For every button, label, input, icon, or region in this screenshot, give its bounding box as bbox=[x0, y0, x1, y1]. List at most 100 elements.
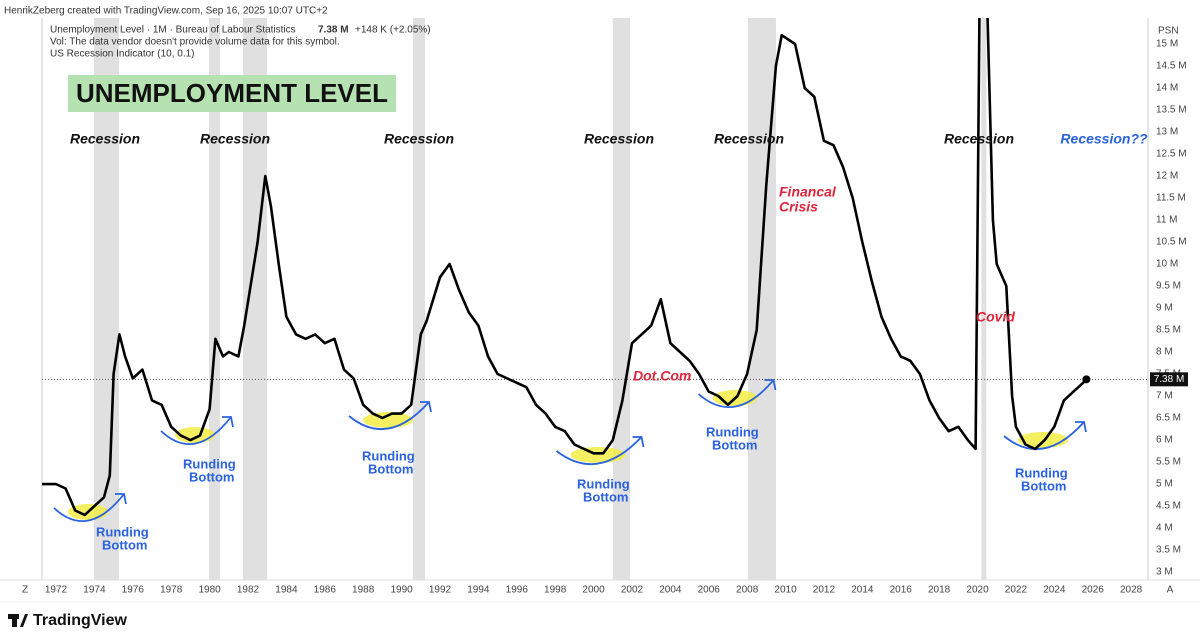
y-tick-label: 3 M bbox=[1156, 567, 1173, 578]
y-tick-label: 6.5 M bbox=[1156, 413, 1181, 424]
y-tick-label: 14 M bbox=[1156, 83, 1178, 94]
arrow-curve bbox=[53, 493, 125, 523]
x-tick-label: 1974 bbox=[83, 585, 106, 596]
bottom-label: Runding bbox=[96, 524, 149, 539]
last-point bbox=[1082, 375, 1091, 384]
y-tick-label: 9.5 M bbox=[1156, 281, 1181, 292]
y-tick-label: 4 M bbox=[1156, 523, 1173, 534]
x-tick-label: 2010 bbox=[774, 585, 797, 596]
bottom-label: Bottom bbox=[712, 437, 758, 452]
last-value: 7.38 M bbox=[318, 25, 349, 36]
recession-label: Recession bbox=[584, 131, 654, 147]
x-tick-label: 1990 bbox=[390, 585, 413, 596]
auto-button[interactable]: A bbox=[1167, 585, 1174, 596]
y-tick-label: 8.5 M bbox=[1156, 325, 1181, 336]
y-tick-label: 7 M bbox=[1156, 391, 1173, 402]
y-tick-label: 3.5 M bbox=[1156, 545, 1181, 556]
arrow-head bbox=[420, 401, 432, 413]
x-tick-label: 2002 bbox=[621, 585, 644, 596]
recession-label: Recession bbox=[384, 131, 454, 147]
y-tick-label: 4.5 M bbox=[1156, 501, 1181, 512]
y-tick-label: 14.5 M bbox=[1156, 61, 1187, 72]
recession-band bbox=[209, 18, 220, 580]
bottom-label: Bottom bbox=[1021, 478, 1067, 493]
y-tick-label: 5.5 M bbox=[1156, 457, 1181, 468]
arrow-curve bbox=[348, 401, 430, 430]
y-tick-label: 15 M bbox=[1156, 39, 1178, 50]
series-line bbox=[42, 18, 1088, 517]
arrow-head bbox=[632, 436, 645, 448]
x-tick-label: 1996 bbox=[506, 585, 529, 596]
event-label: Financal bbox=[779, 184, 837, 200]
x-tick-label: 1980 bbox=[198, 585, 221, 596]
brand-logo bbox=[8, 614, 28, 627]
y-tick-label: 11 M bbox=[1156, 215, 1178, 226]
recession-band bbox=[412, 18, 426, 580]
bottom-label: Bottom bbox=[583, 489, 629, 504]
recession-band bbox=[981, 18, 987, 580]
y-tick-label: 11.5 M bbox=[1156, 193, 1186, 204]
recession-label: Recession bbox=[70, 131, 140, 147]
arrow-curve bbox=[555, 436, 643, 465]
zoom-button[interactable]: Z bbox=[22, 585, 28, 596]
y-tick-label: 12 M bbox=[1156, 171, 1178, 182]
y-tick-label: 6 M bbox=[1156, 435, 1173, 446]
bottom-label: Bottom bbox=[189, 469, 235, 484]
x-tick-label: 2018 bbox=[928, 585, 951, 596]
x-tick-label: 2020 bbox=[966, 585, 989, 596]
recession-band bbox=[612, 18, 631, 580]
x-tick-label: 2004 bbox=[659, 585, 682, 596]
change: +148 K (+2.05%) bbox=[355, 25, 431, 36]
bottom-label: Runding bbox=[577, 476, 630, 491]
x-tick-label: 1994 bbox=[467, 585, 490, 596]
x-tick-label: 1992 bbox=[429, 585, 452, 596]
y-tick-label: 5 M bbox=[1156, 479, 1173, 490]
last-value-tag bbox=[1150, 372, 1188, 387]
y-tick-label: 12.5 M bbox=[1156, 149, 1187, 160]
x-tick-label: 2014 bbox=[851, 585, 874, 596]
y-tick-label: 10 M bbox=[1156, 259, 1178, 270]
y-tick-label: 8 M bbox=[1156, 347, 1173, 358]
arrow-curve bbox=[1003, 421, 1085, 450]
highlight bbox=[570, 447, 626, 463]
y-tick-label: 9 M bbox=[1156, 303, 1173, 314]
x-tick-label: 2012 bbox=[813, 585, 836, 596]
recession-label: Recession bbox=[200, 131, 270, 147]
x-tick-label: 1978 bbox=[160, 585, 183, 596]
arrow-curve bbox=[697, 379, 775, 409]
x-tick-label: 2026 bbox=[1082, 585, 1105, 596]
last-value-tag-text: 7.38 M bbox=[1154, 374, 1185, 385]
arrow-head bbox=[764, 379, 777, 391]
y-tick-label: 10.5 M bbox=[1156, 237, 1187, 248]
bottom-label: Runding bbox=[1015, 465, 1068, 480]
indicator: US Recession Indicator (10, 0.1) bbox=[50, 49, 195, 60]
symbol: Unemployment Level · 1M · Bureau of Labo… bbox=[50, 25, 296, 36]
x-tick-label: 2008 bbox=[736, 585, 759, 596]
recession-band bbox=[243, 18, 268, 580]
x-tick-label: 2024 bbox=[1043, 585, 1066, 596]
bottom-label: Runding bbox=[706, 424, 759, 439]
arrow-curve bbox=[160, 416, 232, 446]
bottom-label: Runding bbox=[183, 456, 236, 471]
title-box bbox=[68, 75, 396, 112]
chart-title: UNEMPLOYMENT LEVEL bbox=[76, 78, 388, 108]
x-tick-label: 2022 bbox=[1005, 585, 1028, 596]
x-tick-label: 2006 bbox=[698, 585, 721, 596]
recession-label: Recession bbox=[944, 131, 1014, 147]
credit: HenrikZeberg created with TradingView.co… bbox=[4, 6, 328, 17]
x-tick-label: 2028 bbox=[1120, 585, 1143, 596]
event-label: Crisis bbox=[779, 199, 818, 215]
unit: PSN bbox=[1158, 26, 1179, 37]
arrow-head bbox=[115, 493, 127, 505]
x-tick-label: 1988 bbox=[352, 585, 375, 596]
bottom-label: Bottom bbox=[368, 461, 414, 476]
x-tick-label: 2016 bbox=[890, 585, 913, 596]
x-tick-label: 1986 bbox=[314, 585, 337, 596]
x-tick-label: 1998 bbox=[544, 585, 567, 596]
x-tick-label: 2000 bbox=[582, 585, 605, 596]
arrow-head bbox=[222, 416, 234, 428]
bottom-label: Bottom bbox=[102, 537, 148, 552]
brand: TradingView bbox=[33, 612, 128, 629]
arrow-head bbox=[1075, 421, 1087, 433]
